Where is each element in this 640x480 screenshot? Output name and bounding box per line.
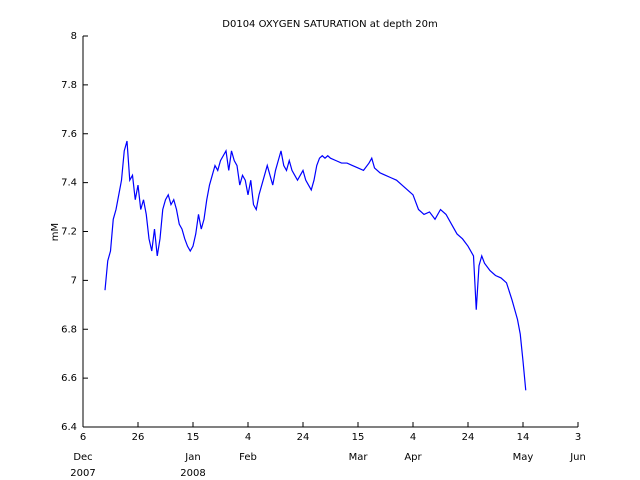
y-tick-label: 6.8 xyxy=(61,324,77,335)
x-tick-label: 15 xyxy=(352,432,365,443)
y-axis-label: mM xyxy=(50,223,61,241)
x-tick-label: 3 xyxy=(575,432,581,443)
y-tick-label: 7.2 xyxy=(61,227,77,238)
x-tick-year: 2007 xyxy=(70,468,95,479)
y-tick-label: 7.8 xyxy=(61,80,77,91)
x-tick-month: Apr xyxy=(404,452,422,463)
x-tick-label: 26 xyxy=(132,432,145,443)
x-tick-label: 6 xyxy=(80,432,86,443)
x-tick-month: Dec xyxy=(73,452,92,463)
y-tick-label: 7.6 xyxy=(61,129,77,140)
x-tick-month: May xyxy=(513,452,534,463)
x-tick-month: Feb xyxy=(239,452,257,463)
chart-title: D0104 OXYGEN SATURATION at depth 20m xyxy=(222,19,437,30)
x-tick-label: 4 xyxy=(410,432,416,443)
y-tick-label: 7.4 xyxy=(61,178,77,189)
x-tick-label: 24 xyxy=(297,432,310,443)
x-tick-month: Mar xyxy=(349,452,369,463)
x-tick-label: 4 xyxy=(245,432,251,443)
x-tick-label: 15 xyxy=(187,432,200,443)
x-tick-month: Jun xyxy=(569,452,586,463)
x-tick-month: Jan xyxy=(184,452,200,463)
x-tick-label: 24 xyxy=(462,432,475,443)
y-tick-label: 7 xyxy=(71,275,77,286)
x-tick-label: 14 xyxy=(517,432,530,443)
y-tick-label: 6.4 xyxy=(61,422,77,433)
x-tick-year: 2008 xyxy=(180,468,205,479)
data-line xyxy=(104,140,527,391)
y-tick-label: 6.6 xyxy=(61,373,77,384)
y-tick-label: 8 xyxy=(71,31,77,42)
